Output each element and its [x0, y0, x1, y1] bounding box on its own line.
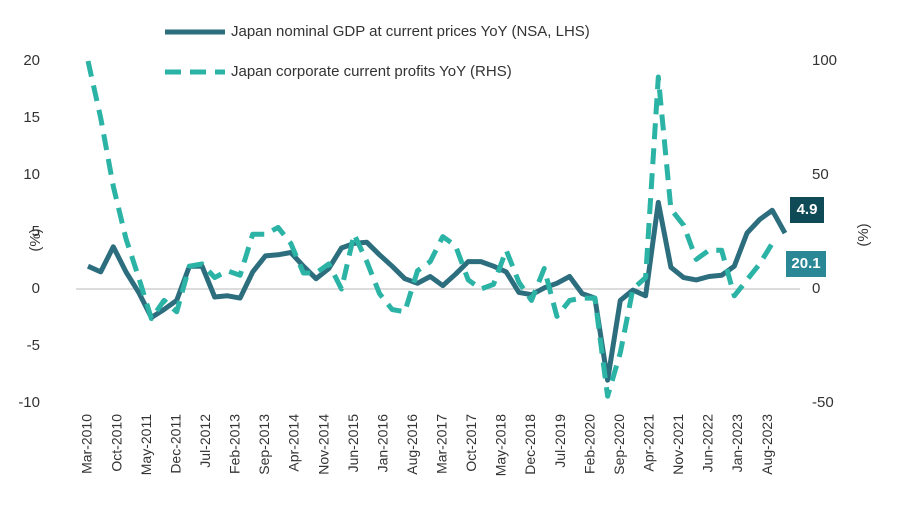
- end-label-box: [786, 251, 826, 277]
- x-tick-label: Feb-2020: [581, 414, 597, 474]
- y2-tick-label: 50: [812, 166, 829, 183]
- end-label-box: [790, 197, 824, 223]
- legend-label: Japan corporate current profits YoY (RHS…: [231, 63, 512, 80]
- x-tick-label: Mar-2010: [79, 414, 95, 474]
- x-tick-label: Nov-2014: [315, 414, 331, 475]
- x-tick-label: Feb-2013: [227, 414, 243, 474]
- y-tick-label: 15: [23, 109, 40, 126]
- x-tick-label: Jan-2016: [374, 414, 390, 473]
- x-tick-label: Sep-2013: [256, 414, 272, 475]
- y2-tick-label: 0: [812, 280, 820, 297]
- x-tick-label: Aug-2016: [404, 414, 420, 475]
- y-tick-label: -5: [27, 337, 40, 354]
- line-series: [86, 199, 788, 383]
- x-tick-label: Jan-2023: [729, 414, 745, 473]
- x-tick-label: Sep-2020: [611, 414, 627, 475]
- y-tick-label: -10: [18, 394, 40, 411]
- x-tick-label: Apr-2021: [641, 414, 657, 472]
- y2-tick-label: 100: [812, 52, 837, 69]
- x-tick-label: Nov-2021: [670, 414, 686, 475]
- end-label: 20.1: [791, 255, 820, 272]
- line-series: [85, 60, 775, 399]
- x-tick-label: Oct-2017: [463, 414, 479, 472]
- y2-tick-label: -50: [812, 394, 834, 411]
- x-tick-label: Dec-2018: [522, 414, 538, 475]
- y-tick-label: 0: [32, 280, 40, 297]
- x-tick-label: May-2011: [138, 414, 154, 475]
- x-tick-label: Jul-2019: [552, 414, 568, 468]
- y-tick-label: 10: [23, 166, 40, 183]
- x-tick-label: Jul-2012: [197, 414, 213, 468]
- y-tick-label: 5: [32, 223, 40, 240]
- x-tick-label: Jun-2022: [700, 414, 716, 473]
- x-tick-label: May-2018: [493, 414, 509, 476]
- x-tick-label: Mar-2017: [434, 414, 450, 474]
- y-axis-label: (%): [27, 228, 44, 251]
- y2-axis-label: (%): [855, 223, 872, 246]
- x-tick-label: Dec-2011: [167, 414, 183, 474]
- legend-label: Japan nominal GDP at current prices YoY …: [231, 23, 590, 40]
- y-tick-label: 20: [23, 52, 40, 69]
- x-tick-label: Aug-2023: [759, 414, 775, 475]
- x-tick-label: Jun-2015: [345, 414, 361, 473]
- x-tick-label: Apr-2014: [286, 414, 302, 472]
- x-tick-label: Oct-2010: [108, 414, 124, 472]
- end-label: 4.9: [797, 201, 818, 218]
